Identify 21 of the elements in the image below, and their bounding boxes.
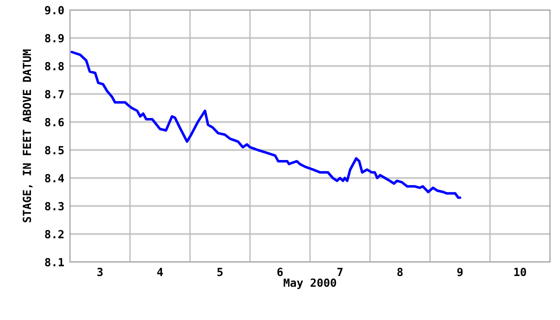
x-tick-label: 4 xyxy=(157,268,163,276)
y-tick-label: 9.0 xyxy=(44,6,64,14)
x-axis-title: May 2000 xyxy=(284,278,336,290)
y-tick-label: 8.4 xyxy=(45,174,64,182)
x-tick-label: 7 xyxy=(337,268,343,276)
y-tick-label: 8.8 xyxy=(45,62,64,70)
y-tick-label: 8.7 xyxy=(45,90,64,98)
x-tick-label: 10 xyxy=(514,268,526,276)
x-tick-label: 8 xyxy=(397,268,403,276)
y-tick-label: 8.6 xyxy=(45,118,64,126)
x-tick-label: 3 xyxy=(97,268,103,276)
y-tick-label: 8.1 xyxy=(45,258,64,266)
x-tick-label: 6 xyxy=(277,268,283,276)
y-tick-label: 8.9 xyxy=(45,34,64,42)
y-axis-title: STAGE, IN FEET ABOVE DATUM xyxy=(22,50,33,222)
y-tick-label: 8.2 xyxy=(45,230,64,238)
y-tick-label: 8.3 xyxy=(45,202,64,210)
y-tick-label: 8.5 xyxy=(45,146,64,154)
x-tick-label: 5 xyxy=(217,268,223,276)
line-series xyxy=(70,50,462,199)
x-tick-label: 9 xyxy=(457,268,463,276)
